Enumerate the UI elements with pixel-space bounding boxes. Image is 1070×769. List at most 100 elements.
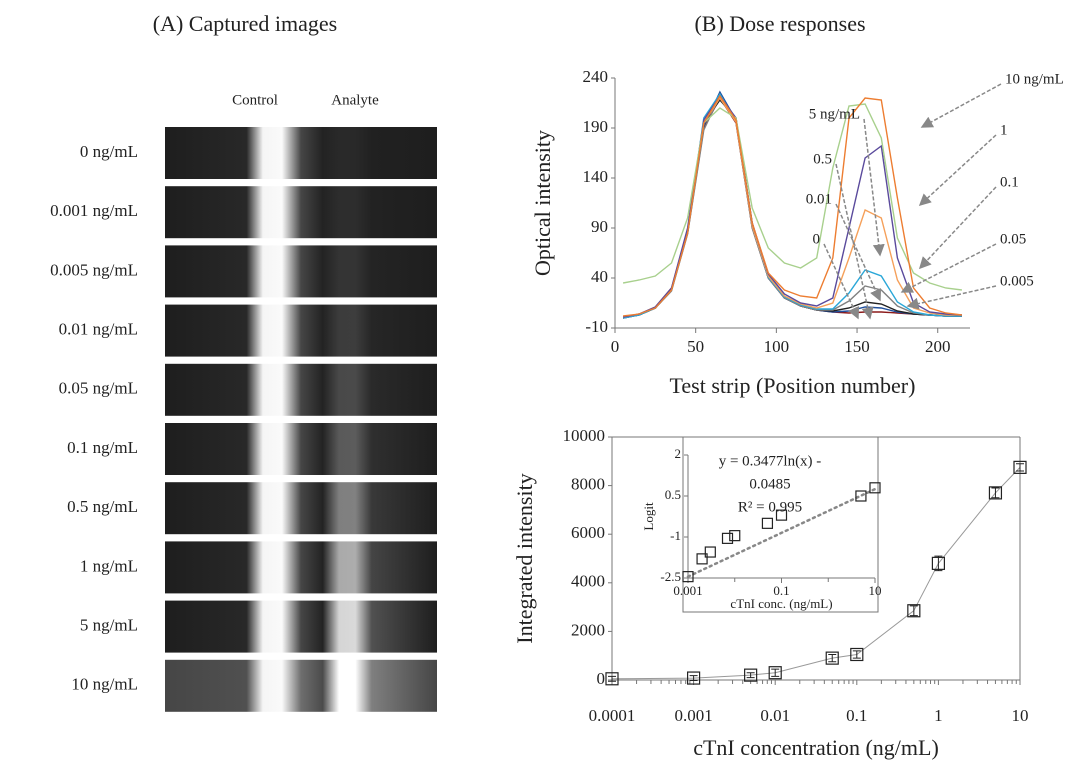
- x-tick-label: 200: [925, 337, 951, 356]
- error-bar: [828, 653, 837, 663]
- row-label: 0.05 ng/mL: [59, 379, 138, 398]
- annotation-arrow: [918, 134, 997, 207]
- x-tick-label: 0.0001: [589, 706, 636, 725]
- strip-image: [165, 423, 437, 475]
- y-tick-label: 0.5: [665, 487, 681, 502]
- annotation: 10 ng/mL: [1005, 71, 1064, 87]
- annotation: 5 ng/mL: [809, 106, 860, 122]
- x-tick-label: 0.001: [673, 583, 702, 598]
- inset-frame: [682, 436, 879, 613]
- y-axis-label: Integrated intensity: [512, 473, 537, 643]
- strip-image: [165, 363, 437, 416]
- data-point: [931, 556, 946, 570]
- column-label: Analyte: [331, 92, 379, 108]
- strip-image: [165, 127, 437, 179]
- annotation: 0.5: [813, 151, 832, 167]
- fit-equation: 0.0485: [749, 476, 790, 492]
- y-axis-label: Logit: [641, 502, 656, 531]
- strip-image: [165, 304, 437, 357]
- error-bar: [608, 675, 616, 682]
- series-line: [623, 94, 962, 317]
- annotation-arrow: [906, 285, 997, 310]
- row-label: 0.005 ng/mL: [50, 260, 138, 279]
- annotation: 0.01: [806, 191, 832, 207]
- series-line: [622, 94, 962, 319]
- x-tick-label: 0: [611, 337, 620, 356]
- data-point: [696, 553, 708, 565]
- annotation: 1: [1000, 122, 1008, 138]
- column-label: Control: [232, 92, 278, 108]
- row-label: 0 ng/mL: [80, 142, 138, 161]
- x-axis-label: cTnI conc. (ng/mL): [730, 596, 832, 611]
- y-axis-label: Optical intensity: [530, 130, 555, 276]
- error-bar: [909, 605, 918, 617]
- strip-image: [165, 482, 437, 535]
- row-label: 0.1 ng/mL: [67, 438, 138, 457]
- row-label: 1 ng/mL: [80, 556, 138, 575]
- y-tick-label: 90: [591, 217, 608, 236]
- y-tick-label: 2000: [571, 620, 605, 639]
- annotation-arrow: [918, 186, 997, 270]
- series-line: [611, 467, 1021, 680]
- data-point: [907, 604, 921, 618]
- x-tick-label: 100: [764, 337, 790, 356]
- error-bar: [852, 650, 861, 659]
- error-bar: [689, 675, 698, 681]
- row-label: 10 ng/mL: [71, 675, 138, 694]
- panel-b-title: (B) Dose responses: [694, 11, 865, 36]
- x-tick-label: 10: [869, 583, 882, 598]
- x-tick-label: 50: [687, 337, 704, 356]
- row-label: 0.001 ng/mL: [50, 201, 138, 220]
- annotation: 0.005: [1000, 273, 1034, 289]
- y-tick-label: 40: [591, 267, 608, 286]
- x-tick-label: 10: [1012, 706, 1029, 725]
- y-tick-label: 190: [583, 117, 609, 136]
- data-point: [682, 571, 694, 583]
- y-tick-label: -1: [670, 528, 681, 543]
- data-point: [744, 668, 758, 682]
- x-tick-label: 150: [844, 337, 870, 356]
- panel-a-title: (A) Captured images: [153, 11, 338, 36]
- annotation-arrow: [900, 243, 997, 293]
- data-point: [1013, 460, 1027, 474]
- x-tick-label: 0.1: [846, 706, 867, 725]
- x-tick-label: 0.1: [773, 583, 789, 598]
- strip-images: [165, 127, 437, 712]
- strip-image: [165, 245, 437, 298]
- annotation-arrow: [835, 163, 874, 320]
- fit-equation: y = 0.3477ln(x) -: [719, 453, 822, 469]
- x-tick-label: 0.001: [674, 706, 712, 725]
- data-point: [775, 509, 788, 521]
- x-tick-label: 0.01: [760, 706, 790, 725]
- annotation-arrow: [920, 83, 1002, 128]
- y-tick-label: 6000: [571, 523, 605, 542]
- error-bar: [771, 668, 780, 677]
- data-point: [850, 647, 864, 662]
- data-point: [825, 651, 839, 665]
- series-line: [622, 94, 962, 318]
- error-bar: [746, 672, 755, 679]
- strip-image: [165, 600, 437, 653]
- data-point: [704, 546, 716, 558]
- data-point: [988, 486, 1003, 500]
- strip-image: [165, 186, 437, 239]
- y-tick-label: -2.5: [660, 569, 681, 584]
- y-tick-label: -10: [585, 317, 608, 336]
- fit-line: [686, 487, 877, 578]
- error-bar: [991, 487, 1000, 499]
- y-tick-label: 4000: [571, 572, 605, 591]
- annotation: 0.05: [1000, 231, 1026, 247]
- annotation-arrow: [823, 243, 860, 320]
- row-label: 0.01 ng/mL: [59, 320, 138, 339]
- x-tick-label: 1: [934, 706, 943, 725]
- y-tick-label: 8000: [571, 475, 605, 494]
- annotation: 0: [813, 231, 821, 247]
- data-point: [729, 530, 741, 542]
- data-point: [855, 490, 867, 502]
- data-point: [869, 482, 881, 494]
- data-point: [605, 672, 619, 686]
- y-tick-label: 10000: [563, 426, 606, 445]
- error-bar: [1016, 463, 1024, 472]
- data-point: [686, 671, 701, 685]
